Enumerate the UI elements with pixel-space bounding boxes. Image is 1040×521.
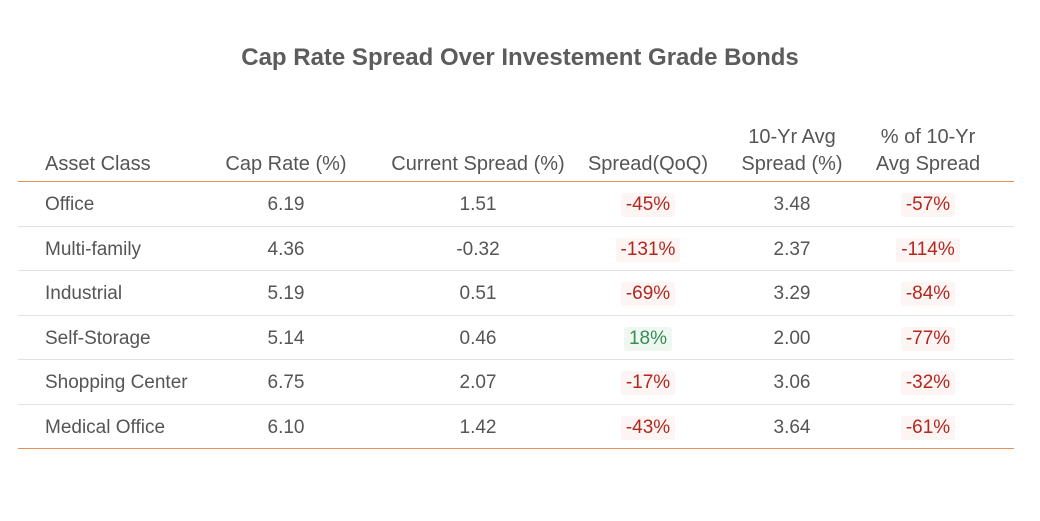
cell-pct-avg-spread: -77% <box>868 316 988 360</box>
cell-cap-rate: 6.75 <box>267 372 305 393</box>
table-row: Self-Storage 5.14 0.46 18% 2.00 -77% <box>18 316 1014 360</box>
cell-pct-avg-spread: -84% <box>868 271 988 315</box>
cell-pct-avg-spread-value: -32% <box>900 371 956 395</box>
cell-spread-qoq-value: -43% <box>620 415 676 440</box>
table-row: Medical Office 6.10 1.42 -43% 3.64 -61% <box>18 405 1014 449</box>
cell-pct-avg-spread-value: -84% <box>900 282 956 306</box>
cell-current-spread: 1.51 <box>459 194 497 215</box>
cell-spread-qoq-value: 18% <box>623 326 673 351</box>
cell-spread-qoq: -43% <box>583 405 713 449</box>
header-avg-spread-line1: 10-Yr Avg <box>748 126 836 148</box>
cell-spread-qoq: 18% <box>583 316 713 360</box>
cell-avg-spread: 3.48 <box>773 194 811 215</box>
table-row: Industrial 5.19 0.51 -69% 3.29 -84% <box>18 271 1014 316</box>
table-body: Office 6.19 1.51 -45% 3.48 -57% Multi-family 4.… <box>18 182 1014 449</box>
header-avg-spread-line2: Spread (%) <box>741 153 843 175</box>
cap-rate-table: Asset Class Cap Rate (%) Current Spread … <box>18 118 1014 449</box>
cell-avg-spread: 2.37 <box>773 238 811 260</box>
header-current-spread: Current Spread (%) <box>391 153 565 175</box>
cell-pct-avg-spread: -114% <box>868 227 988 271</box>
cell-pct-avg-spread: -32% <box>868 360 988 404</box>
table-header: Asset Class Cap Rate (%) Current Spread … <box>18 118 1014 182</box>
header-pct-avg-spread: % of 10-Yr Avg Spread <box>868 124 988 178</box>
cell-asset-class: Multi-family <box>45 238 142 260</box>
cell-current-spread: 1.42 <box>459 416 497 438</box>
cell-asset-class: Medical Office <box>45 416 166 438</box>
cell-asset-class: Industrial <box>45 283 123 304</box>
cell-spread-qoq: -131% <box>583 227 713 271</box>
cell-avg-spread: 3.29 <box>773 283 811 304</box>
cell-pct-avg-spread: -57% <box>868 182 988 226</box>
cell-pct-avg-spread-value: -61% <box>900 415 956 440</box>
header-pct-avg-line2: Avg Spread <box>875 153 981 175</box>
cell-spread-qoq: -17% <box>583 360 713 404</box>
cell-avg-spread: 2.00 <box>773 327 811 349</box>
cell-current-spread: -0.32 <box>456 238 500 260</box>
cell-spread-qoq-value: -131% <box>615 237 681 262</box>
table-title: Cap Rate Spread Over Investement Grade B… <box>241 44 799 71</box>
cell-cap-rate: 6.10 <box>267 416 305 438</box>
cell-avg-spread: 3.06 <box>773 372 811 393</box>
header-spread-qoq: Spread(QoQ) <box>587 153 709 175</box>
cell-spread-qoq: -45% <box>583 182 713 226</box>
header-pct-avg-line1: % of 10-Yr <box>880 126 976 148</box>
cell-cap-rate: 5.19 <box>267 283 305 304</box>
cell-cap-rate: 4.36 <box>267 238 305 260</box>
cell-current-spread: 2.07 <box>459 372 497 393</box>
cell-cap-rate: 6.19 <box>267 194 305 215</box>
cell-spread-qoq-value: -17% <box>620 371 676 395</box>
cell-spread-qoq: -69% <box>583 271 713 315</box>
header-asset-class: Asset Class <box>45 153 151 175</box>
cell-current-spread: 0.46 <box>459 327 497 349</box>
header-avg-spread: 10-Yr Avg Spread (%) <box>732 124 852 178</box>
cell-asset-class: Office <box>45 194 95 215</box>
cell-pct-avg-spread-value: -77% <box>900 326 956 351</box>
cell-current-spread: 0.51 <box>459 283 497 304</box>
table-row: Shopping Center 6.75 2.07 -17% 3.06 -32% <box>18 360 1014 405</box>
cell-spread-qoq-value: -45% <box>620 193 676 217</box>
cell-asset-class: Self-Storage <box>45 327 151 349</box>
cell-cap-rate: 5.14 <box>267 327 305 349</box>
cell-avg-spread: 3.64 <box>773 416 811 438</box>
cell-asset-class: Shopping Center <box>45 372 188 393</box>
cell-pct-avg-spread-value: -114% <box>896 237 960 262</box>
cell-pct-avg-spread: -61% <box>868 405 988 449</box>
header-cap-rate: Cap Rate (%) <box>225 153 347 175</box>
table-row: Office 6.19 1.51 -45% 3.48 -57% <box>18 182 1014 227</box>
table-row: Multi-family 4.36 -0.32 -131% 2.37 -114% <box>18 227 1014 271</box>
cell-spread-qoq-value: -69% <box>620 282 676 306</box>
cell-pct-avg-spread-value: -57% <box>900 193 956 217</box>
